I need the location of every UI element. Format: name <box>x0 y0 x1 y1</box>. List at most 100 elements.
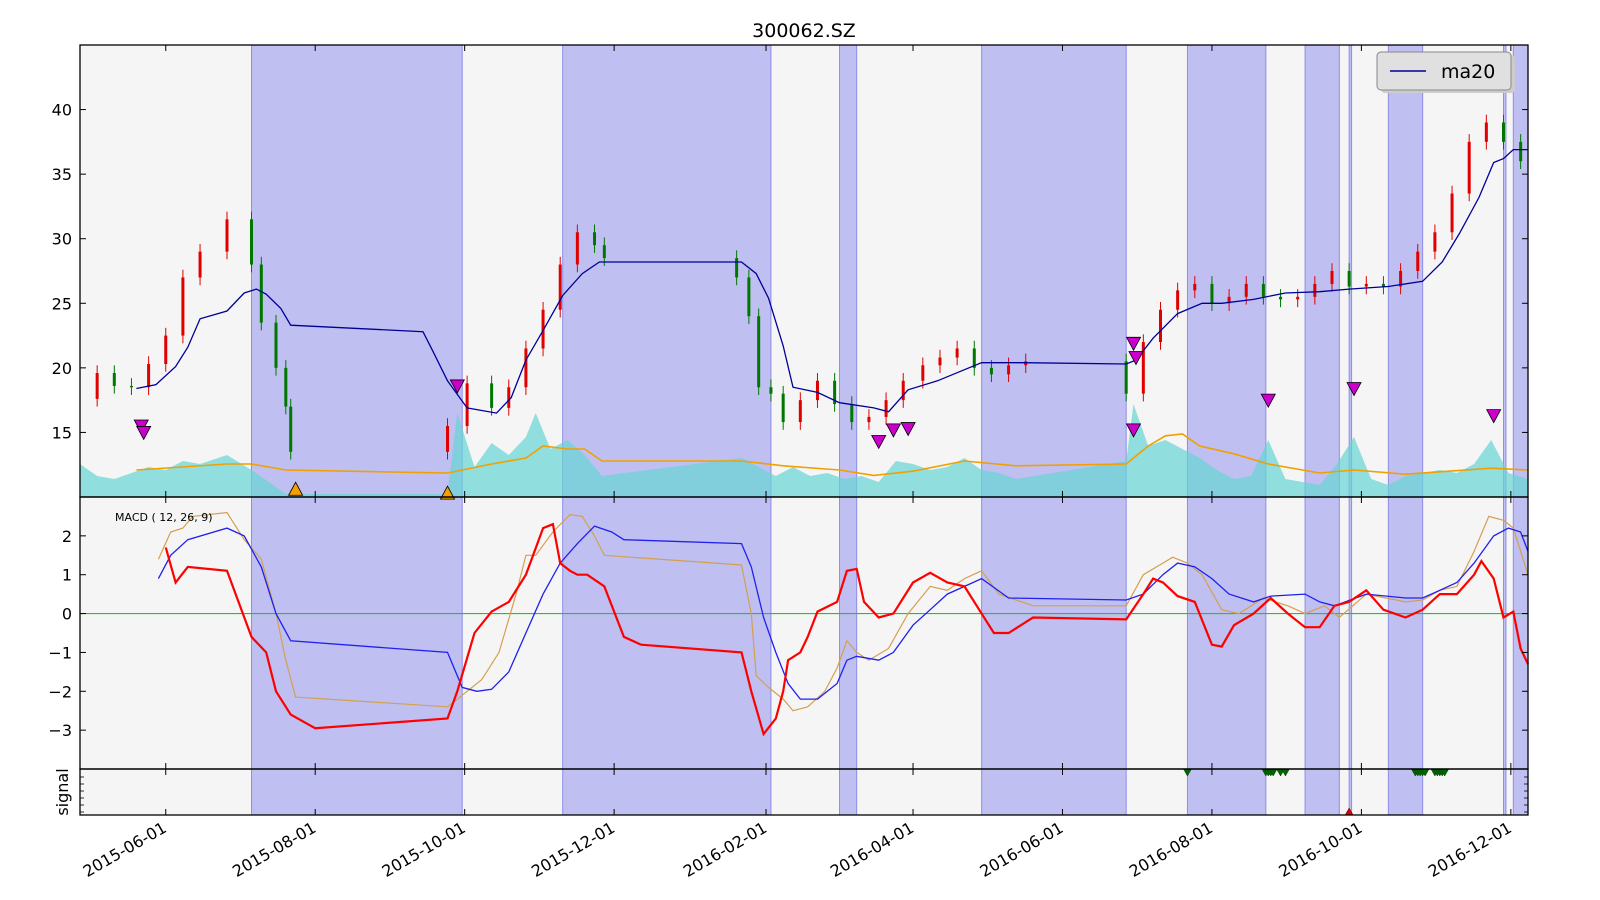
shaded-period-1-panel-1 <box>251 44 463 498</box>
macd-ytick-label: −3 <box>48 721 72 740</box>
shaded-period-1-panel-3 <box>251 768 463 816</box>
candle-body <box>95 373 99 399</box>
shaded-period-6-panel-1 <box>1304 44 1340 498</box>
candle-body <box>147 363 151 388</box>
sell-marker <box>1125 336 1142 352</box>
candle-body <box>446 425 450 452</box>
candle-body <box>1176 290 1180 310</box>
candle-body <box>507 387 511 408</box>
candle-body <box>1381 283 1385 287</box>
xtick-label: 2016-02-01 <box>680 818 770 881</box>
candle-body <box>289 406 293 452</box>
shaded-period-3-panel-3 <box>839 768 858 816</box>
legend-ma20-label: ma20 <box>1441 61 1495 83</box>
candle-body <box>490 383 494 408</box>
sell-marker <box>900 422 916 437</box>
macd-ytick-label: −1 <box>48 643 72 662</box>
xtick-label: 2016-08-01 <box>1126 818 1216 881</box>
candle-body <box>1484 122 1488 142</box>
candle-body <box>1124 361 1128 394</box>
xtick-label: 2015-06-01 <box>80 818 170 881</box>
candle-body <box>558 264 562 310</box>
macd-label: MACD ( 12, 26, 9) <box>115 511 213 524</box>
candle-body <box>1210 283 1214 304</box>
shaded-period-5-panel-3 <box>1186 768 1267 816</box>
candle-body <box>955 348 959 358</box>
candle-body <box>1193 283 1197 291</box>
candle-body <box>1007 365 1011 375</box>
candle-body <box>1501 122 1505 142</box>
xtick-label: 2015-10-01 <box>379 818 469 881</box>
xtick-label: 2016-12-01 <box>1425 818 1515 881</box>
candle-body <box>747 277 751 317</box>
candle-body <box>1416 251 1420 271</box>
sell-marker <box>885 423 902 438</box>
shaded-period-8-panel-2 <box>1387 496 1424 770</box>
macd-ytick-label: 0 <box>62 605 72 624</box>
volume-area <box>80 404 1528 497</box>
price-ytick-label: 35 <box>52 165 72 184</box>
shaded-period-10-panel-3 <box>1512 768 1529 816</box>
legend: ma20 <box>1376 51 1515 93</box>
shaded-period-10-panel-2 <box>1512 496 1529 770</box>
shaded-period-7-panel-3 <box>1348 768 1353 816</box>
candle-body <box>1347 271 1351 287</box>
candle-body <box>250 219 254 265</box>
candle-body <box>274 322 278 368</box>
candle-body <box>972 348 976 368</box>
candle-body <box>1279 296 1283 300</box>
candle-body <box>129 385 133 388</box>
candle-body <box>1227 296 1231 304</box>
sell-marker <box>1128 351 1144 366</box>
price-ytick-label: 30 <box>52 230 72 249</box>
sell-marker <box>1125 423 1142 438</box>
candle-body <box>593 232 597 246</box>
candle-body <box>798 400 802 423</box>
candle-body <box>284 367 288 407</box>
candle-body <box>465 383 469 426</box>
sell-marker <box>1346 382 1362 397</box>
candle-body <box>1261 283 1265 297</box>
candle-body <box>541 309 545 349</box>
ma20-line <box>136 148 1528 414</box>
sell-marker <box>136 426 152 441</box>
candle-body <box>1158 309 1162 343</box>
sell-marker <box>871 435 887 450</box>
shaded-period-7-panel-2 <box>1348 496 1353 770</box>
candle-body <box>781 393 785 423</box>
candle-body <box>833 380 837 405</box>
chart-title: 300062.SZ <box>752 20 856 42</box>
macd-ytick-label: 1 <box>62 566 72 585</box>
macd-ytick-label: −2 <box>48 682 72 701</box>
shaded-period-2-panel-3 <box>562 768 772 816</box>
macd-signal-line <box>157 511 1529 712</box>
candle-body <box>1519 141 1523 162</box>
shaded-period-3-panel-1 <box>839 44 858 498</box>
candle-body <box>989 367 993 375</box>
signal-panel-frame <box>79 768 1529 816</box>
shaded-period-4-panel-1 <box>981 44 1127 498</box>
shaded-period-2-panel-1 <box>562 44 772 498</box>
candle-body <box>1330 271 1334 284</box>
candle-body <box>1244 283 1248 297</box>
shaded-period-9-panel-1 <box>1502 44 1507 498</box>
candle-body <box>198 251 202 278</box>
candle-body <box>1450 193 1454 233</box>
candle-body <box>1296 296 1300 300</box>
shaded-period-6-panel-2 <box>1304 496 1340 770</box>
buy-marker <box>287 481 304 496</box>
candle-body <box>867 416 871 423</box>
candle-body <box>735 258 739 278</box>
candle-body <box>815 380 819 401</box>
sell-marker <box>1260 393 1276 408</box>
candle-body <box>884 400 888 417</box>
candle-body <box>850 404 854 423</box>
xtick-label: 2016-06-01 <box>976 818 1066 881</box>
shaded-period-1-panel-2 <box>251 496 463 770</box>
shaded-period-9-panel-2 <box>1502 496 1507 770</box>
legend-box <box>1376 51 1512 91</box>
xtick-label: 2016-10-01 <box>1275 818 1365 881</box>
candle-body <box>524 348 528 388</box>
